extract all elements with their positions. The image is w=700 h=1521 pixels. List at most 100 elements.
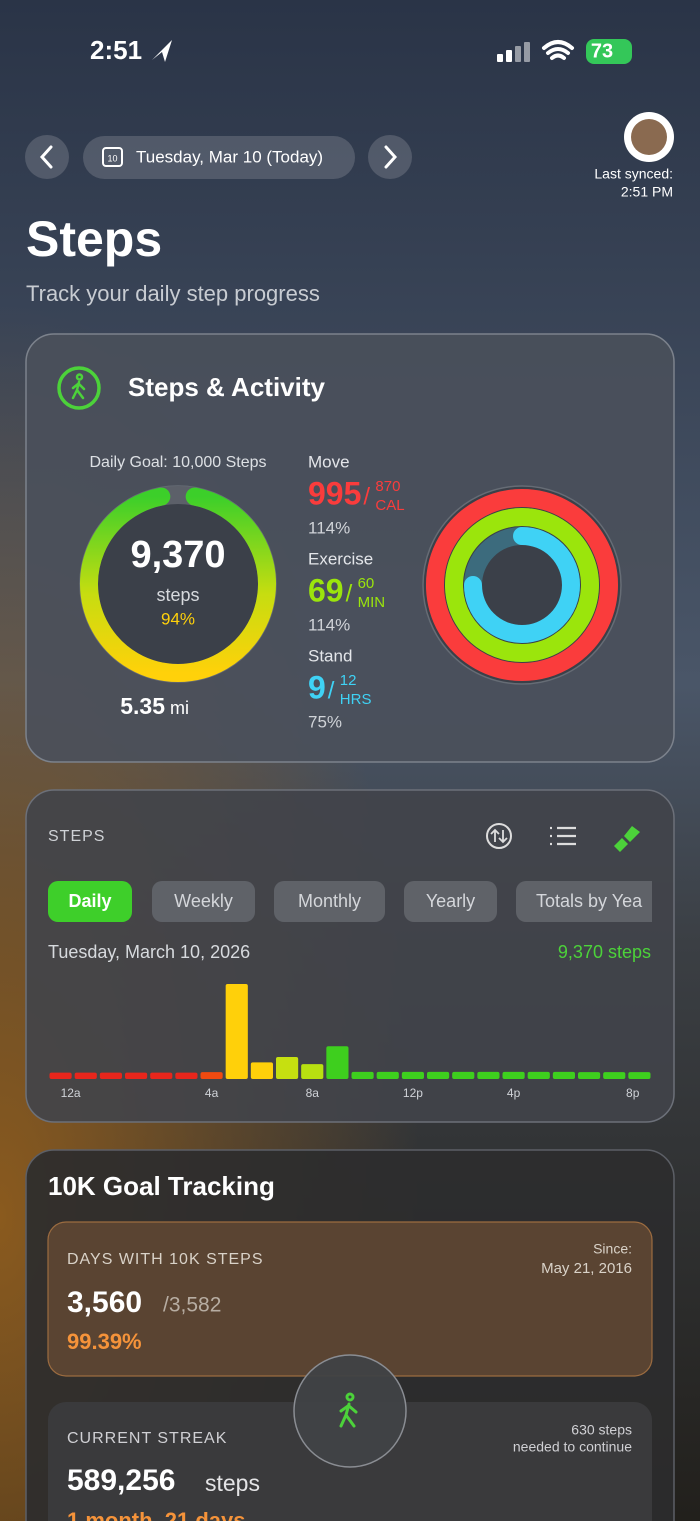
ring-goal: 870 [375, 478, 400, 495]
tab[interactable] [516, 881, 666, 922]
ring-goal: 12 [340, 672, 357, 689]
battery [586, 39, 632, 64]
ring-unit: MIN [358, 594, 386, 611]
list-button[interactable] [550, 826, 576, 846]
tab[interactable] [404, 881, 497, 922]
ring-percent: 75% [308, 712, 342, 731]
current-date: Tuesday, Mar 10 (Today) [136, 147, 323, 166]
synced-label: Last synced: [594, 166, 673, 182]
since-label: Since: [593, 1241, 632, 1257]
step-percent: 94% [161, 609, 195, 628]
bar [578, 1072, 601, 1079]
step-progress [80, 487, 276, 682]
ring-value: 9 [308, 669, 326, 705]
clock: 2:51 [90, 35, 142, 65]
ring-percent: 114% [308, 518, 350, 537]
chart-total: 9,370 steps [558, 942, 651, 962]
wifi-icon [542, 40, 574, 60]
days-percent: 99.39% [67, 1329, 142, 1354]
streak-unit: steps [205, 1470, 260, 1496]
bar [125, 1072, 148, 1079]
bar [225, 984, 248, 1079]
goal-label: Daily Goal: 10,000 Steps [90, 454, 267, 471]
x-tick-label: 4a [205, 1086, 219, 1100]
distance: 5.35 [120, 693, 165, 719]
tab[interactable] [274, 881, 385, 922]
chevron-right [384, 145, 398, 169]
bar [452, 1071, 475, 1079]
chart-date: Tuesday, March 10, 2026 [48, 942, 250, 962]
step-count: 9,370 [130, 534, 225, 576]
x-tick-label: 8p [626, 1086, 640, 1100]
ring-name: Stand [308, 646, 352, 665]
bar [49, 1072, 72, 1079]
ring-slash: / [346, 580, 353, 607]
x-tick-label: 12p [403, 1086, 423, 1100]
ring-unit: HRS [340, 691, 372, 708]
calendar-day: 10 [107, 153, 117, 163]
bar [603, 1072, 626, 1079]
bar [552, 1071, 575, 1079]
bar [401, 1071, 424, 1079]
ring-name: Move [308, 452, 350, 471]
bar [150, 1072, 173, 1079]
bar [175, 1072, 198, 1079]
page-subtitle: Track your daily step progress [26, 281, 320, 306]
signal-icon [497, 42, 530, 62]
ring-slash: / [363, 483, 370, 510]
brush-button[interactable] [614, 826, 640, 852]
page-title: Steps [26, 211, 162, 267]
activity-icon [57, 366, 101, 410]
bar [628, 1072, 651, 1079]
days-label: DAYS WITH 10K STEPS [67, 1251, 264, 1268]
tab-label: Monthly [298, 891, 361, 911]
ring-value: 69 [308, 572, 344, 608]
bar [527, 1071, 550, 1079]
ring-name: Exercise [308, 549, 373, 568]
bar [250, 1062, 273, 1079]
bar [326, 1046, 349, 1079]
prev-day-button[interactable] [25, 135, 69, 179]
streak-value: 589,256 [67, 1464, 175, 1497]
bar [502, 1071, 525, 1079]
tab-row: Daily Weekly Monthly Yearly Totals by Yea [48, 881, 666, 922]
bar [376, 1071, 399, 1079]
goal-title: 10K Goal Tracking [48, 1171, 275, 1201]
streak-label: CURRENT STREAK [67, 1430, 227, 1447]
streak-duration: 1 month, 21 days [67, 1508, 246, 1521]
fab-icon [339, 1392, 358, 1428]
bar [200, 1072, 223, 1079]
distance-unit: mi [170, 698, 189, 718]
ring-goal: 60 [358, 575, 375, 592]
bar [427, 1071, 450, 1079]
steps-card [25, 789, 675, 1123]
steps-label: STEPS [48, 828, 105, 845]
ring-value: 995 [308, 475, 361, 511]
step-unit: steps [156, 585, 199, 605]
needed-line-1: 630 steps [571, 1422, 632, 1438]
bar [99, 1072, 122, 1079]
battery-level: 73 [591, 40, 613, 62]
ring-progress [445, 508, 599, 662]
next-day-button[interactable] [368, 135, 412, 179]
avatar-face [631, 119, 667, 155]
activity-title: Steps & Activity [128, 372, 326, 402]
bar [301, 1064, 324, 1079]
ring-progress [426, 489, 618, 681]
ring-slash: / [328, 677, 335, 704]
tab[interactable] [48, 881, 132, 922]
days-total: /3,582 [163, 1294, 221, 1317]
needed-line-2: needed to continue [513, 1439, 632, 1455]
location-icon [152, 40, 172, 62]
ring-progress [464, 527, 580, 643]
tab-label: Yearly [426, 891, 475, 911]
x-tick-label: 8a [306, 1086, 320, 1100]
walker-icon [71, 373, 86, 400]
ring-unit: CAL [375, 497, 404, 514]
tab[interactable] [152, 881, 255, 922]
sort-button[interactable] [486, 823, 512, 849]
tab-label: Daily [68, 891, 111, 911]
date-picker[interactable] [83, 136, 355, 179]
fab-walk[interactable] [293, 1354, 407, 1468]
chevron-left [39, 145, 53, 169]
